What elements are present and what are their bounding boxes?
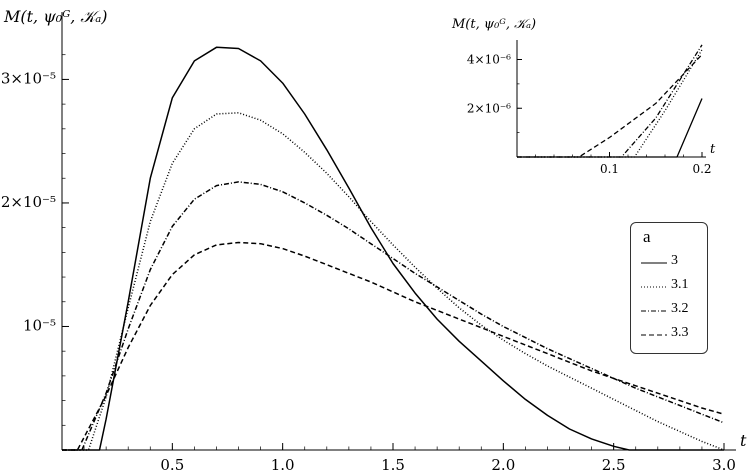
legend-swatch-dashed [641,334,667,336]
legend-title: a [643,227,651,246]
x-tick-label: 1.0 [271,456,295,474]
series-line-dotted [62,112,725,451]
x-tick-label: 0.1 [600,162,619,176]
legend-label: 3 [671,253,678,268]
inset-plot: 0.1 0.2 2×10⁻⁶ 4×10⁻⁶ M(t, ψ₀ᴳ, 𝒦ₐ) t [451,17,716,176]
main-plot: 0.5 1.0 1.5 2.0 2.5 3.0 10⁻⁵ 2×10⁻⁵ 3×10⁻⁵ M(t, ψ… [1,7,747,474]
series-line-dotted [517,49,703,158]
legend-swatch-dashdot [641,310,667,312]
legend-item-3-1: 3.1 [641,277,701,295]
y-tick-label: 2×10⁻⁵ [1,193,56,211]
legend-item-3: 3 [641,253,701,271]
x-tick-label: 1.5 [381,456,405,474]
x-tick-label: 0.5 [160,456,184,474]
y-axis-label: M(t, ψ₀ᴳ, 𝒦ₐ) [451,17,536,32]
legend-item-3-3: 3.3 [641,325,701,343]
y-tick-label: 2×10⁻⁶ [467,101,511,115]
x-tick-label: 3.0 [712,456,736,474]
series-line-dashdot [62,181,725,451]
x-tick-label: 0.2 [692,162,711,176]
x-axis-label: t [740,431,747,450]
y-tick-label: 4×10⁻⁶ [467,53,511,67]
legend-item-3-2: 3.2 [641,301,701,319]
x-tick-label: 2.0 [491,456,515,474]
y-axis-label: M(t, ψ₀ᴳ, 𝒦ₐ) [3,7,108,26]
legend-label: 3.3 [671,325,689,340]
series-line-dashdot [517,44,703,158]
legend-label: 3.1 [671,277,689,292]
legend-swatch-solid [641,262,667,264]
x-tick-label: 2.5 [602,456,626,474]
legend-label: 3.2 [671,301,689,316]
legend-swatch-dotted [641,286,667,288]
x-axis-label: t [710,142,716,157]
series-line-dashed [517,54,703,158]
series-line-solid [62,46,724,451]
series-line-solid [517,98,703,158]
series-line-dashed [62,241,725,451]
y-tick-label: 3×10⁻⁵ [1,69,56,87]
y-tick-label: 10⁻⁵ [23,316,56,334]
legend: a 3 3.1 3.2 3.3 [630,222,708,354]
